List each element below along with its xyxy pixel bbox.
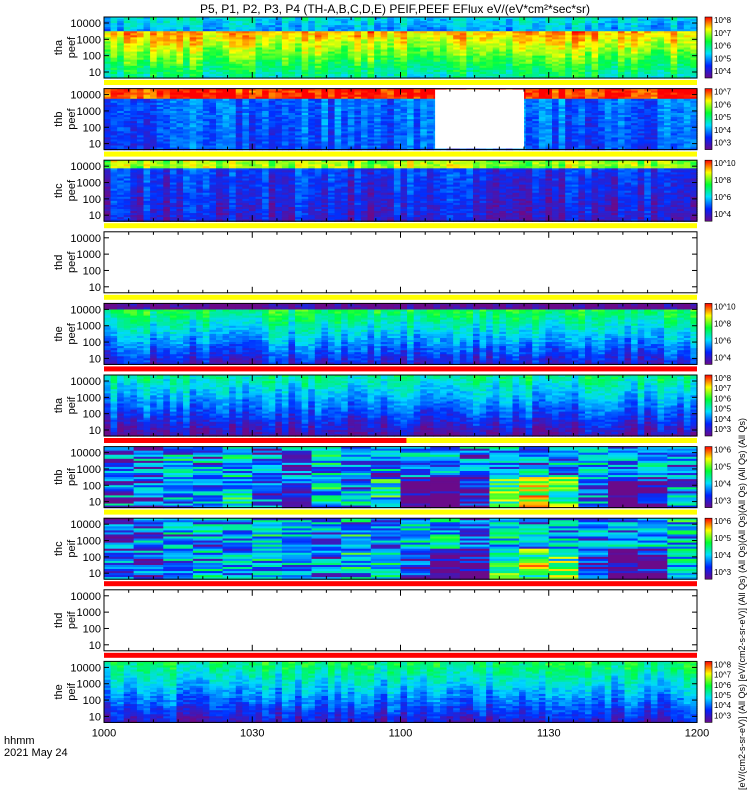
tha_peef-colorbar-scale [705, 17, 712, 78]
tha_peef-colorbar: 10^8 10^7 10^6 10^5 10^4 [705, 16, 732, 78]
panel-tha_peef: 10^8 10^7 10^6 10^5 10^4 10 100 1000 10000 tha pee… [53, 16, 732, 85]
status-bar-0-fill [104, 80, 697, 85]
panels-group: 10^8 10^7 10^6 10^5 10^4 10 100 1000 10000 tha pee… [53, 16, 736, 739]
tha_peef-colorbar-tick: 10^6 [714, 42, 732, 51]
status-bar-0 [104, 80, 697, 85]
figure-title: P5, P1, P2, P3, P4 (TH-A,B,C,D,E) PEIF,P… [200, 2, 590, 16]
tha_peef-y-tick-label: 100 [83, 51, 101, 63]
tha_peef-label-product: peef [66, 36, 78, 58]
tha_peef-label-inst: tha [53, 39, 65, 55]
thb_peef-heatmap [104, 89, 698, 151]
tha_peef-y-tick-label: 1000 [77, 34, 101, 46]
tha_peef-colorbar-tick: 10^4 [714, 67, 732, 76]
tha_peef-y-tick-label: 10 [89, 67, 101, 79]
tha_peef-y-tick-label: 10000 [70, 18, 101, 30]
tha_peef-colorbar-tick: 10^8 [714, 16, 732, 25]
tha_peef-colorbar-tick: 10^5 [714, 54, 732, 63]
tha_peef-colorbar-tick: 10^7 [714, 29, 732, 38]
tha_peef-heatmap [104, 17, 698, 79]
